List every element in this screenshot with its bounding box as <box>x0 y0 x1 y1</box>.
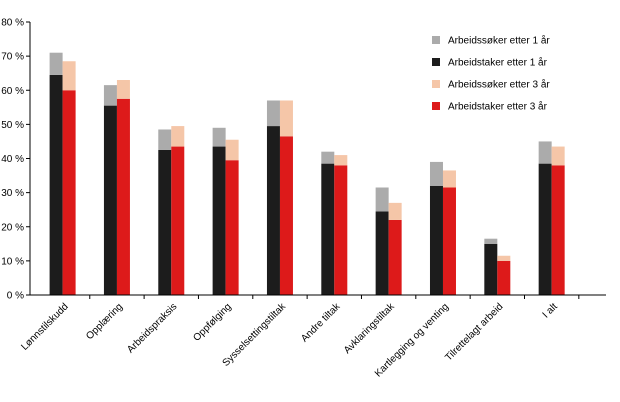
legend-label: Arbeidssøker etter 3 år <box>448 79 550 91</box>
legend-label: Arbeidssøker etter 1 år <box>448 35 550 47</box>
bar-arbeidstaker-1ar <box>484 243 498 295</box>
bar-arbeidstaker-1ar <box>538 163 552 295</box>
bar-arbeidstaker-3ar <box>279 136 293 295</box>
bar-arbeidssoker-1ar <box>212 127 226 147</box>
bar-arbeidssoker-1ar <box>484 238 498 244</box>
legend-swatch <box>432 36 440 44</box>
y-tick-label: 60 % <box>1 86 24 97</box>
category-label: Andre tiltak <box>299 301 343 345</box>
bar-arbeidstaker-3ar <box>551 165 565 295</box>
legend-swatch <box>432 102 440 110</box>
category-label: Arbeidspraksis <box>125 301 179 355</box>
category-label: Oppfølging <box>191 301 233 343</box>
bar-arbeidssoker-3ar <box>279 100 293 137</box>
y-tick-label: 50 % <box>1 120 24 131</box>
bar-arbeidssoker-3ar <box>497 255 511 261</box>
y-tick-label: 0 % <box>7 291 24 302</box>
category-label: Opplæring <box>84 301 125 342</box>
bar-arbeidssoker-3ar <box>388 202 402 220</box>
category-label: Tilrettelagt arbeid <box>443 301 505 363</box>
y-tick-label: 40 % <box>1 154 24 165</box>
bar-arbeidssoker-1ar <box>49 52 63 75</box>
bar-arbeidstaker-1ar <box>266 126 280 295</box>
bar-arbeidstaker-3ar <box>62 90 76 295</box>
bar-arbeidssoker-3ar <box>334 155 348 166</box>
category-label: Avklaringstiltak <box>342 301 398 357</box>
bar-arbeidssoker-3ar <box>62 61 76 91</box>
bar-arbeidssoker-1ar <box>375 187 389 212</box>
bar-arbeidssoker-3ar <box>225 139 239 161</box>
y-tick-label: 80 % <box>1 18 24 29</box>
y-tick-label: 70 % <box>1 52 24 63</box>
y-tick-label: 10 % <box>1 256 24 267</box>
x-axis: Lønnstilskudd Opplæring Arbeidspraksis Oppf… <box>19 294 606 380</box>
bar-arbeidstaker-3ar <box>225 160 239 295</box>
bar-arbeidssoker-3ar <box>171 126 185 147</box>
bar-arbeidstaker-3ar <box>116 98 130 295</box>
bar-arbeidstaker-1ar <box>103 105 117 295</box>
bar-arbeidssoker-1ar <box>321 151 335 164</box>
bar-arbeidssoker-1ar <box>429 161 443 186</box>
bar-arbeidstaker-1ar <box>49 74 63 295</box>
bar-arbeidstaker-1ar <box>429 185 443 295</box>
legend: Arbeidssøker etter 1 år Arbeidstaker ette… <box>432 35 550 113</box>
bar-arbeidstaker-3ar <box>388 219 402 295</box>
bar-arbeidstaker-3ar <box>334 165 348 295</box>
bar-arbeidssoker-1ar <box>538 141 552 164</box>
legend-label: Arbeidstaker etter 3 år <box>448 101 548 113</box>
y-tick-label: 30 % <box>1 188 24 199</box>
bar-arbeidstaker-3ar <box>497 260 511 295</box>
bar-arbeidstaker-1ar <box>158 149 172 295</box>
bar-arbeidstaker-3ar <box>442 187 456 295</box>
y-axis: 0 % 10 % 20 % 30 % 40 % 50 % 60 % 70 % 80 % <box>1 18 31 302</box>
bar-arbeidstaker-3ar <box>171 146 185 295</box>
bar-arbeidssoker-1ar <box>103 85 117 106</box>
bar-arbeidssoker-1ar <box>158 129 172 150</box>
y-tick-label: 20 % <box>1 222 24 233</box>
bar-arbeidstaker-1ar <box>321 163 335 295</box>
bar-arbeidssoker-3ar <box>551 146 565 166</box>
bar-arbeidssoker-3ar <box>442 170 456 188</box>
bar-arbeidstaker-1ar <box>212 146 226 295</box>
category-label: Lønnstilskudd <box>19 301 70 352</box>
bar-arbeidstaker-1ar <box>375 211 389 295</box>
legend-swatch <box>432 80 440 88</box>
legend-label: Arbeidstaker etter 1 år <box>448 57 548 69</box>
bars <box>49 52 565 295</box>
category-label: I alt <box>541 301 560 320</box>
legend-swatch <box>432 58 440 66</box>
bar-arbeidssoker-3ar <box>116 80 130 99</box>
bar-arbeidssoker-1ar <box>266 100 280 127</box>
